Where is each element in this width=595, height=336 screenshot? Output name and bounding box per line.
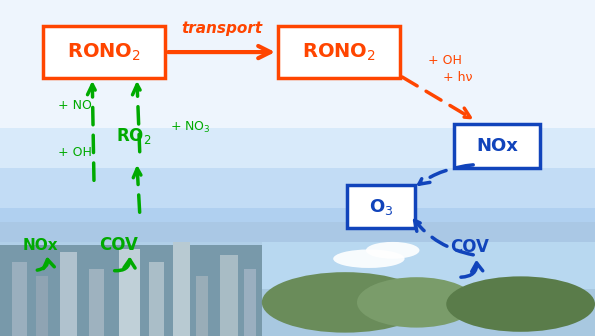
FancyBboxPatch shape — [278, 26, 400, 78]
Bar — [0, 208, 595, 235]
Ellipse shape — [446, 276, 595, 332]
FancyArrowPatch shape — [37, 259, 54, 270]
Text: NOx: NOx — [476, 137, 518, 155]
Bar — [262, 235, 595, 289]
Bar — [60, 252, 77, 336]
Bar — [196, 276, 208, 336]
Bar — [119, 249, 140, 336]
Text: + OH: + OH — [58, 146, 92, 159]
Ellipse shape — [357, 277, 476, 328]
FancyArrowPatch shape — [115, 260, 135, 271]
Bar — [0, 168, 595, 208]
FancyBboxPatch shape — [43, 26, 165, 78]
Bar — [0, 0, 595, 128]
Text: transport: transport — [181, 21, 262, 36]
Bar — [220, 255, 238, 336]
Text: + NO: + NO — [58, 99, 92, 112]
Text: RONO$_2$: RONO$_2$ — [302, 41, 376, 63]
Bar — [173, 242, 190, 336]
Bar — [36, 276, 48, 336]
Text: + OH: + OH — [428, 54, 462, 67]
Bar — [262, 235, 595, 336]
Bar — [149, 262, 164, 336]
Text: + hν: + hν — [443, 71, 473, 84]
Bar — [0, 128, 595, 168]
FancyArrowPatch shape — [461, 263, 483, 277]
Text: RO$_2$: RO$_2$ — [116, 126, 152, 146]
Bar — [89, 269, 104, 336]
FancyBboxPatch shape — [454, 124, 540, 168]
Text: COV: COV — [450, 238, 490, 256]
Bar — [0, 228, 262, 245]
Ellipse shape — [262, 272, 428, 333]
Text: NOx: NOx — [23, 238, 58, 253]
Text: O$_3$: O$_3$ — [368, 197, 393, 217]
Ellipse shape — [366, 242, 419, 259]
Ellipse shape — [333, 249, 405, 268]
Bar — [0, 222, 595, 242]
Bar — [0, 235, 262, 336]
Text: COV: COV — [99, 236, 139, 254]
Text: + NO$_3$: + NO$_3$ — [170, 120, 210, 135]
Bar — [12, 262, 27, 336]
Bar — [244, 269, 256, 336]
Text: RONO$_2$: RONO$_2$ — [67, 41, 141, 63]
FancyBboxPatch shape — [347, 185, 415, 228]
